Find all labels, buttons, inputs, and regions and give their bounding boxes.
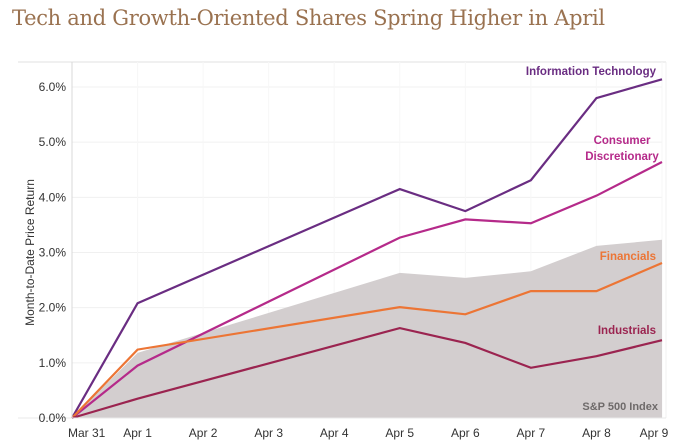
x-tick-label: Apr 1 (123, 426, 152, 440)
series-line-industrials (71, 326, 663, 420)
y-axis-label: Month-to-Date Price Return (23, 179, 37, 326)
x-tick-label: Apr 2 (189, 426, 218, 440)
series-label-consumer-discretionary: Discretionary (585, 151, 659, 163)
sp500-area (72, 239, 662, 418)
x-tick-label: Apr 5 (385, 426, 414, 440)
series-labels: Information Technology Consumer Discretion… (526, 66, 659, 337)
series-label-consumer-discretionary: Consumer (594, 135, 651, 147)
x-tick-label: Apr 6 (451, 426, 480, 440)
y-tick-label: 6.0% (39, 80, 67, 94)
chart-frame (18, 61, 667, 418)
series-label-information-technology: Information Technology (526, 66, 657, 78)
x-tick-label: Apr 4 (320, 426, 349, 440)
chart-title: Tech and Growth-Oriented Shares Spring H… (12, 6, 605, 30)
y-tick-label: 4.0% (39, 190, 67, 204)
x-tick-label: Apr 8 (582, 426, 611, 440)
series-label-industrials: Industrials (598, 325, 656, 337)
x-tick-label: Mar 31 (68, 426, 106, 440)
series-label-financials: Financials (600, 251, 656, 263)
x-tick-label: Apr 9 (640, 426, 669, 440)
y-tick-label: 5.0% (39, 135, 67, 149)
y-tick-label: 1.0% (39, 356, 67, 370)
x-tick-label: Apr 7 (517, 426, 546, 440)
sp500-area-label: S&P 500 Index (582, 401, 658, 413)
y-tick-label: 3.0% (39, 246, 67, 260)
series-line-information-technology (71, 78, 663, 419)
y-tick-label: 2.0% (39, 301, 67, 315)
y-tick-label: 0.0% (39, 411, 67, 425)
x-tick-label: Apr 3 (254, 426, 283, 440)
series-line-financials (71, 261, 663, 419)
sp500-area-layer: S&P 500 Index (72, 239, 662, 418)
series-lines (71, 78, 663, 420)
axes: 0.0% 1.0% 2.0% 3.0% 4.0% 5.0% 6.0% Mar 31 Apr 1 A… (18, 62, 669, 440)
series-line-consumer-discretionary (71, 161, 663, 419)
